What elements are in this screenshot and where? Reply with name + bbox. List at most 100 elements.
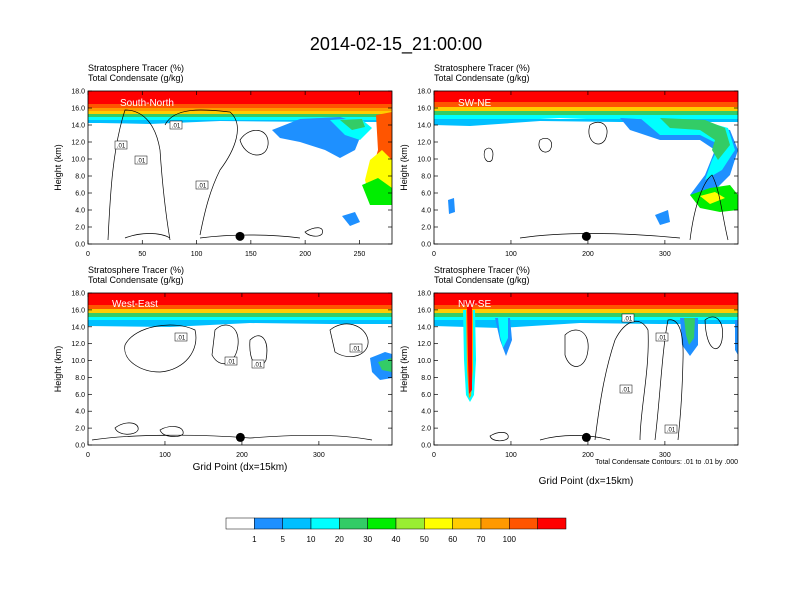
contour-label-box: .01 [251,359,265,369]
colorbar-label: 60 [448,535,457,544]
y-tick-label: 4.0 [75,208,85,215]
colorbar: 1 5 10 20 30 40 50 60 70 100 [225,517,567,544]
intrusion-right-green [378,358,392,372]
contour-label-box: .01 [619,384,633,394]
y-tick-label: 0.0 [421,443,431,450]
y-tick-label: 12.0 [71,341,85,348]
contour-label: .01 [117,144,126,150]
y-tick-label: 8.0 [75,375,85,382]
colorbar-swatch [225,517,255,530]
y-tick-label: 8.0 [421,375,431,382]
contour-cloud [239,130,269,156]
location-marker [235,231,245,241]
location-marker [581,231,591,241]
y-tick-label: 10.0 [417,358,431,365]
axes: 0.0 2.0 4.0 6.0 8.0 10.0 12.0 14.0 16.0 18.0 0 50 10… [53,89,392,258]
contour-low [519,233,681,239]
level-100-fill [88,293,392,306]
contour-label-box: .01 [621,313,635,323]
panel-title-line1: Stratosphere Tracer (%) [434,63,530,73]
y-tick-label: 18.0 [417,89,431,96]
colorbar-label: 40 [392,535,401,544]
y-tick-label: 16.0 [417,106,431,113]
y-tick-label: 16.0 [71,307,85,314]
colorbar-label: 1 [252,535,257,544]
panel-title-line1: Stratosphere Tracer (%) [434,265,530,275]
y-axis-label: Height (km) [399,346,409,393]
colorbar-label: 20 [335,535,344,544]
plot-area [88,91,392,241]
colorbar-swatch [509,517,538,530]
colorbar-swatch [480,517,510,530]
fold-right-blue [342,212,360,226]
panel-title-line1: Stratosphere Tracer (%) [88,63,184,73]
x-tick-label: 250 [354,251,366,258]
x-tick-label: 300 [313,452,325,459]
y-tick-label: 2.0 [421,225,431,232]
plot-area [434,91,738,241]
location-marker [235,432,245,442]
contour-tower2 [654,319,684,441]
colorbar-label: 10 [307,535,316,544]
fold-right-green [362,178,392,205]
y-tick-label: 0.0 [75,443,85,450]
contour-label-box: .01 [664,424,678,434]
x-axis-label: Grid Point (dx=15km) [539,476,634,487]
contour-label-box: .01 [224,356,238,366]
panel-sw-ne: Stratosphere Tracer (%) Total Condensate… [399,63,739,258]
colorbar-swatch [310,517,340,530]
plot-frame [87,292,393,446]
colorbar-swatch [254,517,283,530]
contour-label: .01 [352,347,361,353]
y-tick-label: 12.0 [417,341,431,348]
location-marker [581,432,591,442]
colorbar-swatch [339,517,368,530]
contour-label: .01 [622,388,631,394]
axes: 0.0 2.0 4.0 6.0 8.0 10.0 12.0 14.0 16.0 18.0 0 100 2… [399,291,738,459]
x-tick-label: 0 [86,452,90,459]
axes: 0.0 2.0 4.0 6.0 8.0 10.0 12.0 14.0 16.0 18.0 0 100 2… [399,89,738,258]
y-tick-label: 4.0 [75,409,85,416]
plot-area [434,293,738,442]
y-tick-label: 8.0 [75,174,85,181]
contour-cloud2 [211,324,268,366]
y-tick-label: 16.0 [71,106,85,113]
y-tick-label: 6.0 [421,191,431,198]
colorbar-swatch [395,517,425,530]
contour-label-box: .01 [134,155,148,165]
y-tick-label: 2.0 [421,426,431,433]
y-tick-label: 2.0 [75,426,85,433]
y-tick-label: 14.0 [417,324,431,331]
plot-area [88,293,392,441]
y-tick-label: 8.0 [421,174,431,181]
x-tick-label: 300 [659,251,671,258]
contour-label: .01 [658,336,667,342]
section-label: SW-NE [458,98,491,109]
x-tick-label: 200 [582,452,594,459]
colorbar-label: 5 [280,535,285,544]
y-tick-label: 14.0 [71,324,85,331]
contour-cloud3 [329,323,369,357]
x-tick-label: 0 [86,251,90,258]
level-100-fill [88,91,392,105]
colorbar-label: 100 [503,535,517,544]
y-tick-label: 6.0 [75,191,85,198]
contour-label: .01 [227,360,236,366]
y-tick-label: 18.0 [71,291,85,298]
section-label: West-East [112,299,158,310]
y-tick-label: 10.0 [71,157,85,164]
y-tick-label: 18.0 [417,291,431,298]
x-tick-label: 100 [505,251,517,258]
y-axis-label: Height (km) [53,144,63,191]
colorbar-swatch [282,517,312,530]
contour-label: .01 [137,159,146,165]
contour-label-box: .01 [195,180,209,190]
colorbar-label: 70 [477,535,486,544]
x-tick-label: 150 [245,251,257,258]
panel-title-line2: Total Condensate (g/kg) [88,73,184,83]
x-tick-label: 100 [191,251,203,258]
y-tick-label: 16.0 [417,307,431,314]
contour-label: .01 [172,124,181,130]
contour-cloud [124,324,197,373]
contour-label-box: .01 [655,332,669,342]
